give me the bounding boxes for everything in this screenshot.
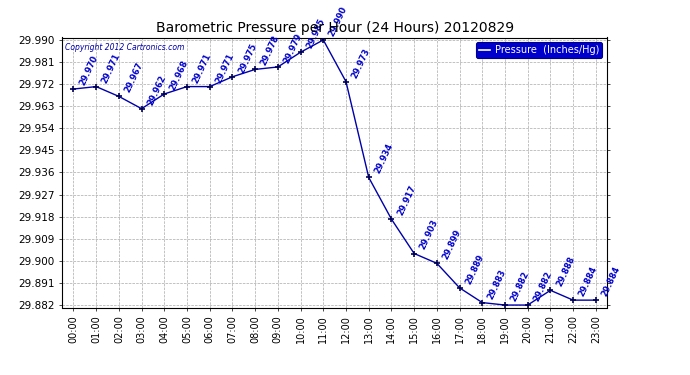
Text: 29.882: 29.882 (532, 270, 553, 303)
Text: 29.903: 29.903 (418, 218, 440, 251)
Legend: Pressure  (Inches/Hg): Pressure (Inches/Hg) (475, 42, 602, 58)
Text: 29.975: 29.975 (237, 42, 258, 75)
Text: 29.917: 29.917 (395, 184, 417, 217)
Text: 29.967: 29.967 (123, 61, 145, 94)
Text: 29.978: 29.978 (259, 34, 281, 67)
Text: 29.970: 29.970 (77, 54, 99, 87)
Text: 29.882: 29.882 (509, 270, 531, 303)
Title: Barometric Pressure per Hour (24 Hours) 20120829: Barometric Pressure per Hour (24 Hours) … (155, 21, 514, 35)
Text: 29.985: 29.985 (305, 17, 326, 50)
Text: 29.979: 29.979 (282, 32, 304, 65)
Text: 29.962: 29.962 (146, 74, 168, 106)
Text: 29.971: 29.971 (100, 51, 122, 84)
Text: 29.884: 29.884 (578, 265, 599, 298)
Text: Copyright 2012 Cartronics.com: Copyright 2012 Cartronics.com (65, 43, 184, 52)
Text: 29.889: 29.889 (464, 253, 486, 286)
Text: 29.899: 29.899 (441, 228, 463, 261)
Text: 29.971: 29.971 (191, 51, 213, 84)
Text: 29.968: 29.968 (168, 59, 190, 92)
Text: 29.884: 29.884 (600, 265, 622, 298)
Text: 29.888: 29.888 (555, 255, 576, 288)
Text: 29.934: 29.934 (373, 142, 395, 175)
Text: 29.990: 29.990 (328, 5, 349, 38)
Text: 29.883: 29.883 (486, 267, 508, 300)
Text: 29.973: 29.973 (350, 46, 372, 80)
Text: 29.971: 29.971 (214, 51, 236, 84)
